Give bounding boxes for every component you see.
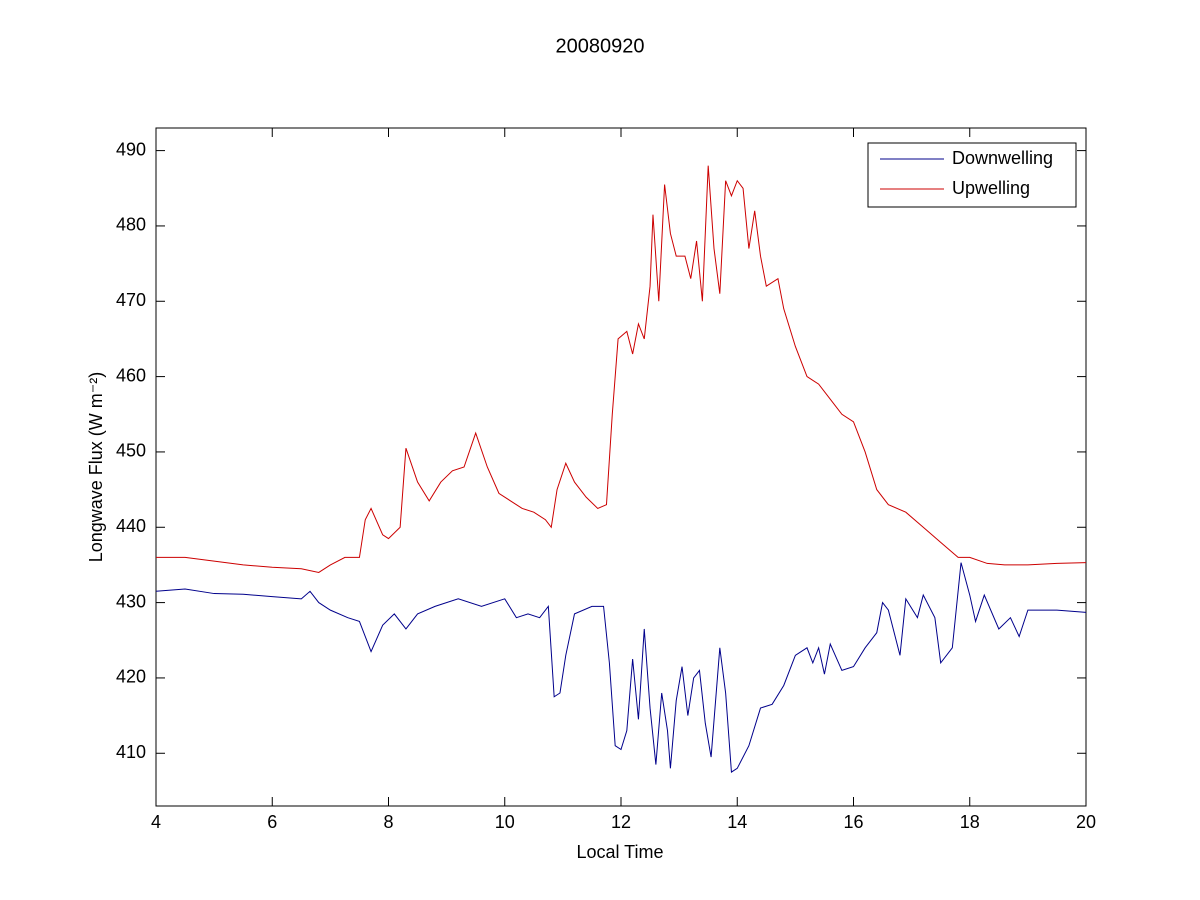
legend-label: Downwelling xyxy=(952,148,1053,168)
y-axis-label: Longwave Flux (W m⁻²) xyxy=(86,372,106,563)
legend-box xyxy=(867,142,1077,208)
x-axis-label: Local Time xyxy=(576,842,663,862)
y-tick-label: 430 xyxy=(116,591,146,611)
y-tick-label: 480 xyxy=(116,215,146,235)
plot-area xyxy=(155,127,1087,807)
x-tick-label: 18 xyxy=(960,812,980,832)
x-tick-label: 4 xyxy=(151,812,161,832)
y-tick-label: 440 xyxy=(116,516,146,536)
x-tick-label: 10 xyxy=(495,812,515,832)
x-tick-label: 20 xyxy=(1076,812,1096,832)
x-tick-label: 6 xyxy=(267,812,277,832)
y-tick-label: 490 xyxy=(116,139,146,159)
y-tick-label: 450 xyxy=(116,441,146,461)
x-tick-label: 12 xyxy=(611,812,631,832)
y-tick-label: 460 xyxy=(116,365,146,385)
x-tick-label: 8 xyxy=(383,812,393,832)
chart-title: 20080920 xyxy=(556,35,645,57)
x-tick-label: 16 xyxy=(843,812,863,832)
series-line xyxy=(156,165,1087,574)
legend-label: Upwelling xyxy=(952,178,1030,198)
y-tick-label: 470 xyxy=(116,290,146,310)
y-tick-label: 420 xyxy=(116,667,146,687)
series-line xyxy=(155,562,1087,773)
y-tick-label: 410 xyxy=(116,742,146,762)
x-tick-label: 14 xyxy=(727,812,747,832)
